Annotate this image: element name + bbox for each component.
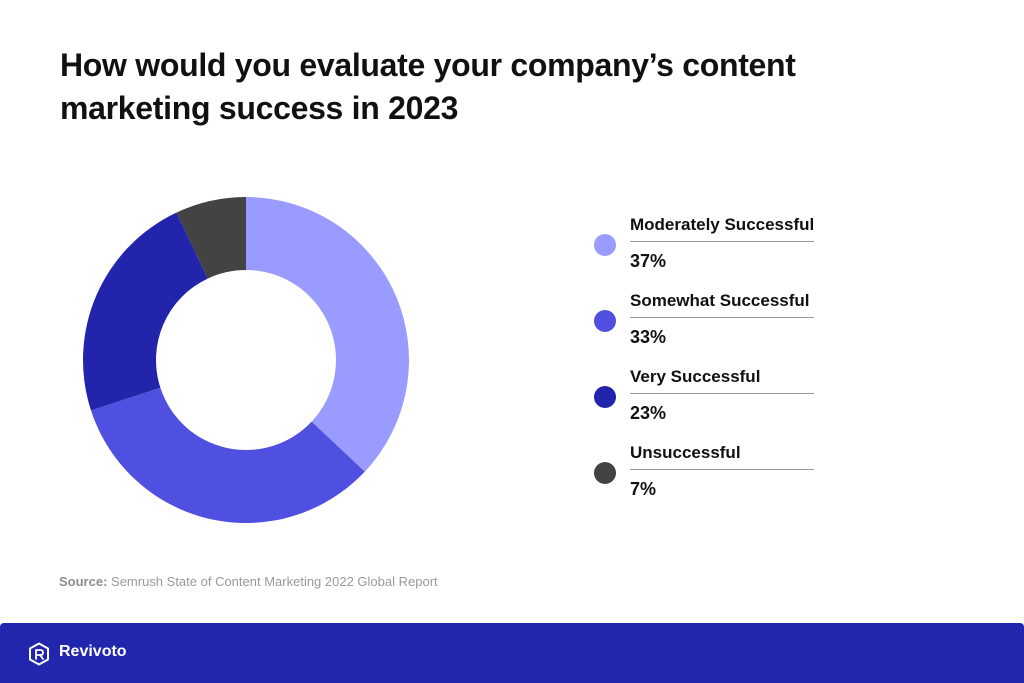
donut-slice-somewhat-successful bbox=[90, 387, 365, 523]
donut-slice-very-successful bbox=[83, 212, 208, 411]
legend-label: Very Successful bbox=[630, 367, 761, 386]
legend-value: 33% bbox=[630, 327, 667, 347]
donut-chart bbox=[83, 197, 409, 523]
source-prefix: Source: bbox=[59, 574, 108, 589]
legend-item-somewhat-successful: Somewhat Successful 33% bbox=[594, 291, 816, 374]
legend-swatch bbox=[594, 462, 616, 484]
revivoto-logo-icon bbox=[29, 642, 49, 666]
legend-swatch bbox=[594, 234, 616, 256]
chart-legend: Moderately Successful 37% Somewhat Succe… bbox=[594, 0, 824, 600]
legend-divider bbox=[630, 393, 814, 394]
chart-title-line-2: marketing success in 2023 bbox=[60, 90, 459, 126]
footer-bar: Revivoto bbox=[0, 623, 1024, 683]
legend-swatch bbox=[594, 386, 616, 408]
legend-label: Somewhat Successful bbox=[630, 291, 810, 310]
legend-value: 37% bbox=[630, 251, 667, 271]
legend-divider bbox=[630, 241, 814, 242]
chart-title-line-1: How would you evaluate your company’s co… bbox=[60, 47, 796, 83]
legend-divider bbox=[630, 469, 814, 470]
legend-divider bbox=[630, 317, 814, 318]
source-text: Semrush State of Content Marketing 2022 … bbox=[107, 574, 438, 589]
legend-value: 23% bbox=[630, 403, 667, 423]
legend-item-moderately-successful: Moderately Successful 37% bbox=[594, 215, 816, 298]
legend-swatch bbox=[594, 310, 616, 332]
donut-slice-unsuccessful bbox=[176, 197, 246, 279]
brand-name: Revivoto bbox=[59, 643, 127, 660]
legend-item-unsuccessful: Unsuccessful 7% bbox=[594, 443, 816, 526]
legend-item-very-successful: Very Successful 23% bbox=[594, 367, 816, 450]
source-note: Source: Semrush State of Content Marketi… bbox=[59, 574, 438, 589]
legend-label: Unsuccessful bbox=[630, 443, 741, 462]
legend-label: Moderately Successful bbox=[630, 215, 815, 234]
donut-slice-moderately-successful bbox=[246, 197, 409, 472]
legend-value: 7% bbox=[630, 479, 657, 499]
chart-title: How would you evaluate your company’s co… bbox=[60, 44, 860, 130]
